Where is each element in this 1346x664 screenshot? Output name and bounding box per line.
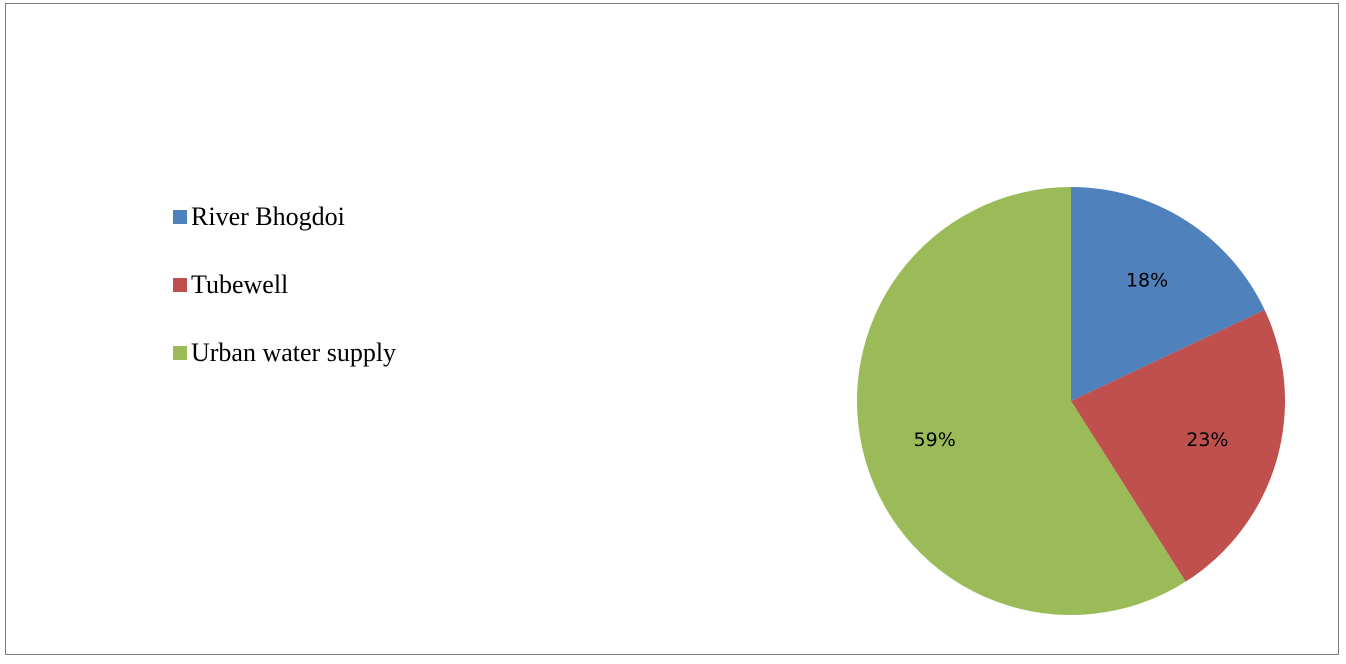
pie-slice-urban-water-supply (856, 187, 1186, 616)
legend-label-river-bhogdoi: River Bhogdoi (191, 201, 345, 231)
legend-swatch-urban-water-supply (173, 345, 187, 360)
legend-item-river-bhogdoi: River Bhogdoi (173, 199, 396, 234)
legend: River Bhogdoi Tubewell Urban water suppl… (173, 199, 396, 403)
data-label-river-bhogdoi: 18% (1126, 270, 1168, 292)
legend-label-tubewell: Tubewell (191, 269, 289, 299)
pie-slice-tubewell (1071, 309, 1285, 582)
legend-swatch-tubewell (173, 277, 187, 292)
legend-swatch-river-bhogdoi (173, 209, 187, 224)
legend-label-urban-water-supply: Urban water supply (191, 337, 397, 367)
pie-slice-river-bhogdoi (1071, 187, 1265, 401)
legend-item-urban-water-supply: Urban water supply (173, 335, 396, 370)
data-label-tubewell: 23% (1186, 429, 1228, 451)
data-label-urban-water-supply: 59% (914, 429, 956, 451)
legend-item-tubewell: Tubewell (173, 267, 396, 302)
